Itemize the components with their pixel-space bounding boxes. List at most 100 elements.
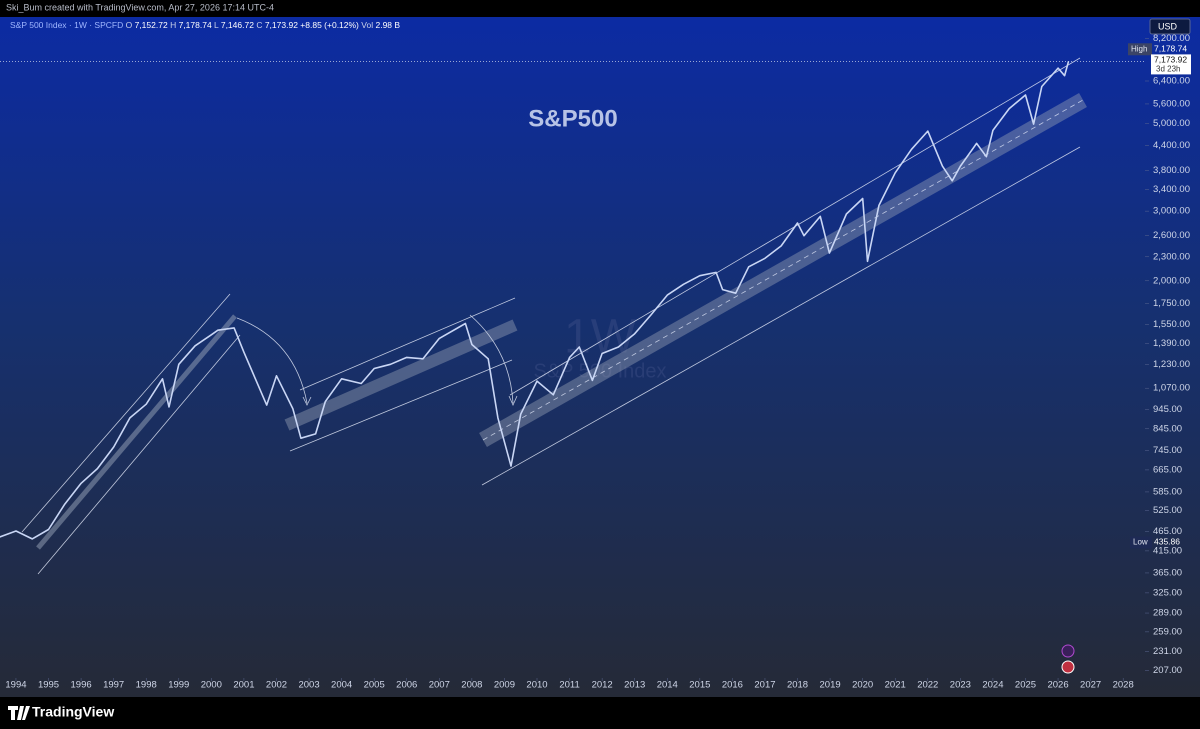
- ohlc-key: H: [170, 20, 176, 30]
- arrow: [236, 317, 308, 404]
- x-tick-label: 2015: [689, 680, 710, 691]
- change: +8.85 (+0.12%): [300, 20, 359, 30]
- y-tick-label: 585.00: [1153, 486, 1182, 497]
- arrow-head: [508, 395, 518, 406]
- volume-key: Vol: [361, 20, 373, 30]
- y-tick-label: 5,600.00: [1153, 98, 1190, 109]
- y-tick-label: 415.00: [1153, 545, 1182, 556]
- x-tick-label: 2003: [298, 680, 319, 691]
- y-tick-label: 1,230.00: [1153, 359, 1190, 370]
- countdown: 3d 23h: [1156, 65, 1180, 74]
- x-tick-label: 2022: [917, 680, 938, 691]
- x-tick-label: 2012: [592, 680, 613, 691]
- y-tick-label: 1,750.00: [1153, 298, 1190, 309]
- ohlc-key: O: [126, 20, 133, 30]
- brand-logo: [8, 706, 30, 720]
- x-tick-label: 2016: [722, 680, 743, 691]
- y-tick-label: 665.00: [1153, 464, 1182, 475]
- drawings: [21, 57, 1087, 575]
- x-tick-label: 2026: [1047, 680, 1068, 691]
- y-tick-label: 1,390.00: [1153, 338, 1190, 349]
- y-tick-label: 6,400.00: [1153, 76, 1190, 87]
- x-tick-label: 2002: [266, 680, 287, 691]
- x-tick-label: 2017: [754, 680, 775, 691]
- x-tick-label: 2019: [820, 680, 841, 691]
- symbol: S&P 500 Index · 1W · SPCFD: [10, 20, 123, 30]
- channel-line: [37, 334, 241, 575]
- x-tick-label: 2009: [494, 680, 515, 691]
- ohlc-key: C: [256, 20, 262, 30]
- event-icon[interactable]: [1061, 644, 1075, 658]
- y-tick-label: 3,800.00: [1153, 165, 1190, 176]
- y-tick-label: 1,550.00: [1153, 319, 1190, 330]
- header: Ski_Bum created with TradingView.com, Ap…: [6, 2, 274, 12]
- x-tick-label: 2008: [461, 680, 482, 691]
- event-icon[interactable]: [1061, 660, 1075, 674]
- watermark-interval: 1W: [564, 311, 637, 364]
- x-tick-label: 1997: [103, 680, 124, 691]
- x-tick-label: 2010: [526, 680, 547, 691]
- symbol-info: S&P 500 Index · 1W · SPCFD O 7,152.72 H …: [10, 20, 400, 30]
- y-tick-label: 259.00: [1153, 626, 1182, 637]
- high-key: High: [1131, 44, 1147, 53]
- y-tick-label: 525.00: [1153, 505, 1182, 516]
- arrow: [469, 314, 514, 404]
- plot: 207.00 231.00 259.00 289.00 325.00 365.00 415.…: [0, 18, 1191, 691]
- x-tick-label: 2001: [233, 680, 254, 691]
- channel-line: [21, 293, 231, 533]
- y-tick-label: 4,400.00: [1153, 140, 1190, 151]
- y-tick-label: 325.00: [1153, 587, 1182, 598]
- channel-line: [299, 297, 516, 391]
- y-tick-label: 365.00: [1153, 567, 1182, 578]
- x-tick-label: 2013: [624, 680, 645, 691]
- y-tick-label: 2,600.00: [1153, 230, 1190, 241]
- x-tick-label: 2014: [657, 680, 678, 691]
- trend-band: [36, 314, 237, 550]
- y-tick-label: 231.00: [1153, 646, 1182, 657]
- y-tick-label: 5,000.00: [1153, 118, 1190, 129]
- channel-line: [481, 146, 1081, 486]
- price-line: [0, 61, 1070, 540]
- ohlc-value: 7,146.72: [221, 20, 254, 30]
- x-tick-label: 2005: [364, 680, 385, 691]
- x-tick-label: 2007: [429, 680, 450, 691]
- x-tick-label: 2027: [1080, 680, 1101, 691]
- arrow-head: [302, 396, 312, 406]
- low-key-box: [1130, 536, 1152, 549]
- low-key: Low: [1133, 538, 1148, 547]
- y-tick-label: 8,200.00: [1153, 33, 1190, 44]
- symbol-legend: S&P 500 Index · 1W · SPCFD O 7,152.72 H …: [10, 20, 400, 30]
- chart-title: S&P500: [528, 105, 617, 132]
- x-tick-label: 2025: [1015, 680, 1036, 691]
- volume: 2.98 B: [375, 20, 400, 30]
- x-tick-label: 2018: [787, 680, 808, 691]
- low-value: 435.86: [1154, 537, 1180, 547]
- brand: TradingView: [32, 704, 114, 720]
- y-tick-label: 289.00: [1153, 608, 1182, 619]
- x-tick-label: 2023: [950, 680, 971, 691]
- x-tick-label: 2004: [331, 680, 352, 691]
- currency-box: [1149, 18, 1191, 35]
- x-tick-label: 1995: [38, 680, 59, 691]
- channel-line: [289, 359, 513, 452]
- x-tick-label: 2006: [396, 680, 417, 691]
- ohlc-value: 7,152.72: [135, 20, 168, 30]
- y-tick-label: 945.00: [1153, 404, 1182, 415]
- x-tick-label: 1994: [5, 680, 26, 691]
- y-tick-label: 2,000.00: [1153, 275, 1190, 286]
- y-tick-label: 845.00: [1153, 423, 1182, 434]
- ohlc-value: 7,173.92: [265, 20, 298, 30]
- x-tick-label: 1999: [168, 680, 189, 691]
- currency: USD: [1158, 21, 1178, 31]
- x-tick-label: 1998: [136, 680, 157, 691]
- high-value: 7,178.74: [1154, 44, 1187, 54]
- last-price-box: [1151, 54, 1191, 75]
- y-tick-label: 3,000.00: [1153, 206, 1190, 217]
- y-tick-label: 465.00: [1153, 526, 1182, 537]
- x-tick-label: 1996: [71, 680, 92, 691]
- y-tick-label: 1,070.00: [1153, 383, 1190, 394]
- x-tick-label: 2000: [201, 680, 222, 691]
- x-tick-label: 2024: [982, 680, 1003, 691]
